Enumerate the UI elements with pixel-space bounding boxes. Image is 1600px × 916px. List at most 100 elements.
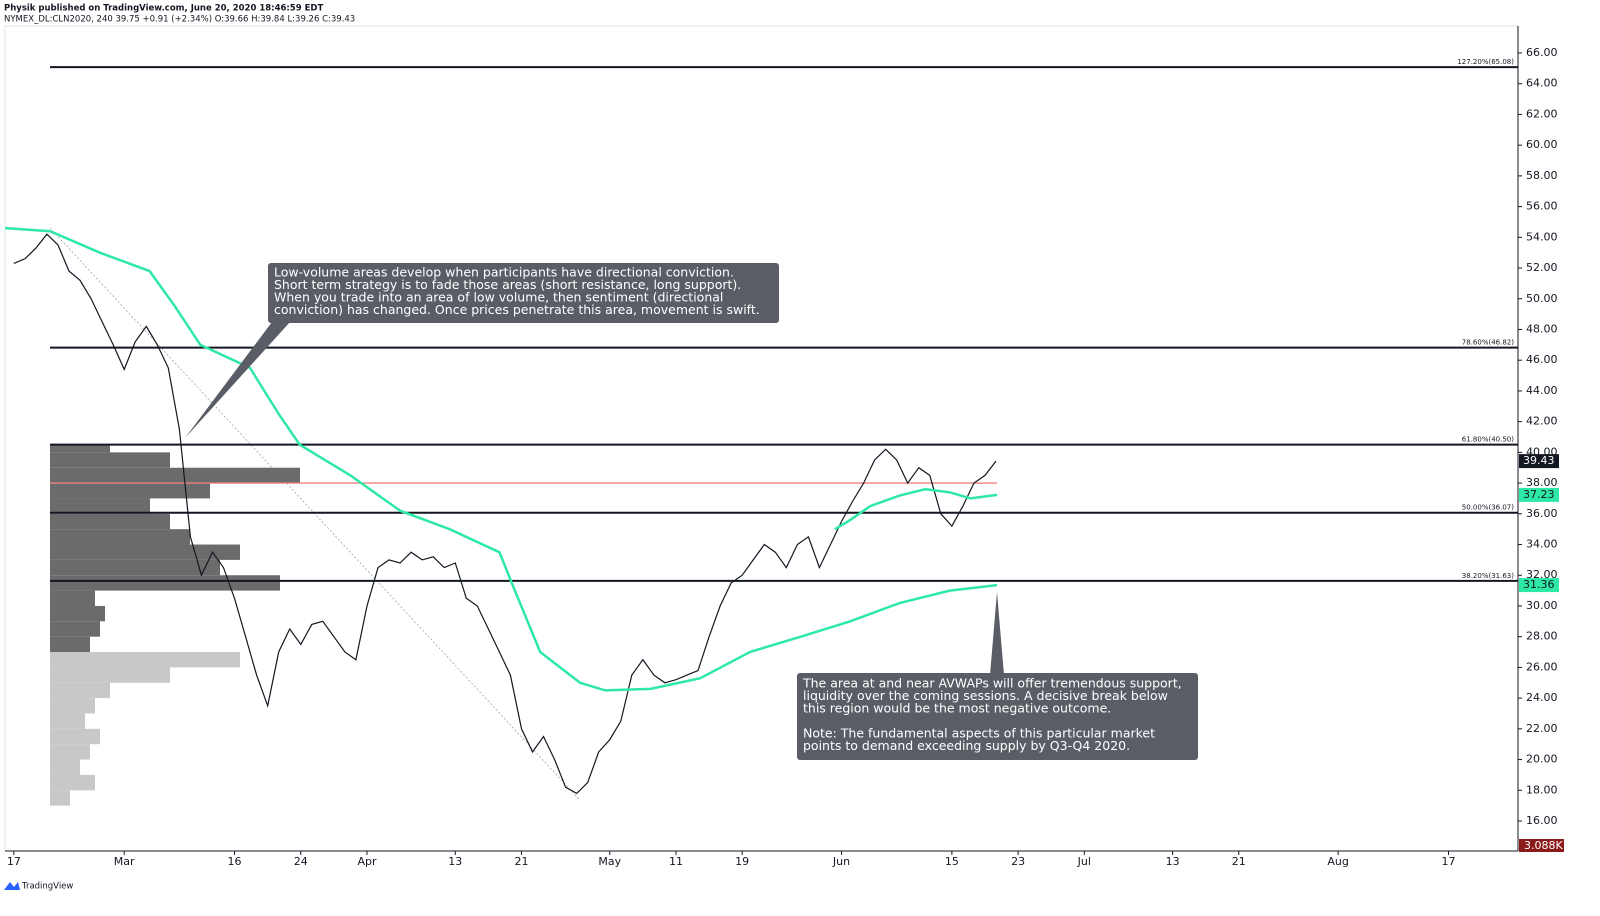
x-tick-label: Jun xyxy=(832,855,850,868)
fib-label: 50.00%(36.07) xyxy=(1462,504,1514,512)
price-tag xyxy=(1519,454,1559,469)
annotation-text: conviction) has changed. Once prices pen… xyxy=(274,302,760,317)
profile-bar xyxy=(50,713,85,729)
profile-bar xyxy=(50,513,170,530)
y-tick-label: 54.00 xyxy=(1526,230,1558,243)
annotation-text: The area at and near AVWAPs will offer t… xyxy=(802,676,1182,691)
profile-bar xyxy=(50,605,105,622)
x-tick-label: 11 xyxy=(669,855,683,868)
y-tick-label: 20.00 xyxy=(1526,753,1558,766)
x-tick-label: 23 xyxy=(1011,855,1025,868)
x-tick-label: 15 xyxy=(945,855,959,868)
y-tick-label: 64.00 xyxy=(1526,77,1558,90)
y-tick-label: 56.00 xyxy=(1526,200,1558,213)
annotation-box xyxy=(797,673,1198,760)
volume-tag xyxy=(1519,839,1564,852)
y-tick-label: 66.00 xyxy=(1526,46,1558,59)
profile-bar xyxy=(50,575,280,591)
x-tick-label: Apr xyxy=(357,855,377,868)
annotation-text: this region would be the most negative o… xyxy=(803,701,1111,716)
overlay-layer: 39.43 37.23 31.36 3.088K Low-volume areas de… xyxy=(274,265,1564,852)
series-line xyxy=(13,233,997,795)
price-tag xyxy=(1519,487,1559,502)
x-tick-label: Jul xyxy=(1077,855,1091,868)
profile-bar xyxy=(50,444,110,453)
y-tick-label: 52.00 xyxy=(1526,261,1558,274)
x-tick-label: 21 xyxy=(1232,855,1246,868)
profile-bar xyxy=(50,590,95,606)
trend-line xyxy=(49,227,581,801)
x-tick-label: 16 xyxy=(228,855,242,868)
annotation-text: liquidity over the coming sessions. A de… xyxy=(803,688,1168,703)
price-tag-label: 39.43 xyxy=(1523,454,1555,467)
profile-bar xyxy=(50,744,90,760)
x-tick-label: 19 xyxy=(735,855,749,868)
profile-bar xyxy=(50,544,240,560)
profile-bar xyxy=(50,728,100,745)
annotation-text: When you trade into an area of low volum… xyxy=(274,290,723,305)
y-tick-label: 24.00 xyxy=(1526,691,1558,704)
y-tick-label: 62.00 xyxy=(1526,107,1558,120)
y-tick-label: 18.00 xyxy=(1526,783,1558,796)
profile-bar xyxy=(50,621,100,637)
y-tick-label: 58.00 xyxy=(1526,169,1558,182)
y-tick-label: 48.00 xyxy=(1526,322,1558,335)
y-tick-label: 28.00 xyxy=(1526,630,1558,643)
x-tick-label: Aug xyxy=(1327,855,1348,868)
annotation-text: Short term strategy is to fade those are… xyxy=(274,277,741,292)
annotation-text: Low-volume areas develop when participan… xyxy=(274,265,734,280)
fib-label: 78.60%(46.82) xyxy=(1462,339,1514,347)
fib-label: 38.20%(31.63) xyxy=(1462,572,1514,580)
y-tick-label: 16.00 xyxy=(1526,814,1558,827)
profile-bar xyxy=(50,790,70,806)
y-tick-label: 34.00 xyxy=(1526,538,1558,551)
annotation-box xyxy=(268,263,779,323)
profile-bar xyxy=(50,452,170,468)
y-tick-label: 30.00 xyxy=(1526,599,1558,612)
x-tick-label: May xyxy=(598,855,621,868)
profile-bar xyxy=(50,498,150,514)
profile-bar xyxy=(50,667,170,683)
x-tick-label: 17 xyxy=(7,855,21,868)
y-tick-label: 26.00 xyxy=(1526,660,1558,673)
callout-pointer xyxy=(990,592,1004,675)
x-tick-label: Mar xyxy=(114,855,135,868)
profile-bar xyxy=(50,652,240,668)
profile-bar xyxy=(50,759,80,775)
x-tick-label: 13 xyxy=(448,855,462,868)
annotation-note: points to demand exceeding supply by Q3-… xyxy=(803,738,1130,753)
fib-label: 61.80%(40.50) xyxy=(1462,436,1514,444)
price-tag-label: 31.36 xyxy=(1523,578,1555,591)
y-tick-label: 46.00 xyxy=(1526,353,1558,366)
y-tick-label: 50.00 xyxy=(1526,292,1558,305)
plot-frame xyxy=(4,25,1519,852)
y-tick-label: 60.00 xyxy=(1526,138,1558,151)
volume-tag-label: 3.088K xyxy=(1524,839,1563,852)
x-tick-label: 17 xyxy=(1441,855,1455,868)
brand: TradingView xyxy=(21,882,73,892)
series-line xyxy=(4,226,998,692)
price-tag-label: 37.23 xyxy=(1523,488,1555,501)
y-tick-label: 22.00 xyxy=(1526,722,1558,735)
y-tick-label: 38.00 xyxy=(1526,476,1558,489)
price-tag xyxy=(1519,578,1559,593)
profile-bar xyxy=(50,636,90,653)
profile-bar xyxy=(50,774,95,791)
header-line1: Physik published on TradingView.com, Jun… xyxy=(4,4,323,14)
y-tick-label: 36.00 xyxy=(1526,507,1558,520)
callout-pointer xyxy=(185,322,290,438)
y-tick-label: 44.00 xyxy=(1526,384,1558,397)
series-line xyxy=(834,487,998,531)
x-tick-label: 21 xyxy=(514,855,528,868)
y-tick-label: 42.00 xyxy=(1526,415,1558,428)
y-tick-label: 32.00 xyxy=(1526,568,1558,581)
profile-bar xyxy=(50,559,220,576)
logo-icon xyxy=(4,882,20,890)
chart-layer: 16.00 18.00 20.00 22.00 24.00 26.00 28.00 30.00… xyxy=(4,46,1558,868)
header-line2: NYMEX_DL:CLN2020, 240 39.75 +0.91 (+2.34… xyxy=(4,15,355,25)
annotation-note: Note: The fundamental aspects of this pa… xyxy=(803,726,1155,741)
x-tick-label: 24 xyxy=(294,855,308,868)
fib-label: 127.20%(65.08) xyxy=(1457,58,1514,66)
